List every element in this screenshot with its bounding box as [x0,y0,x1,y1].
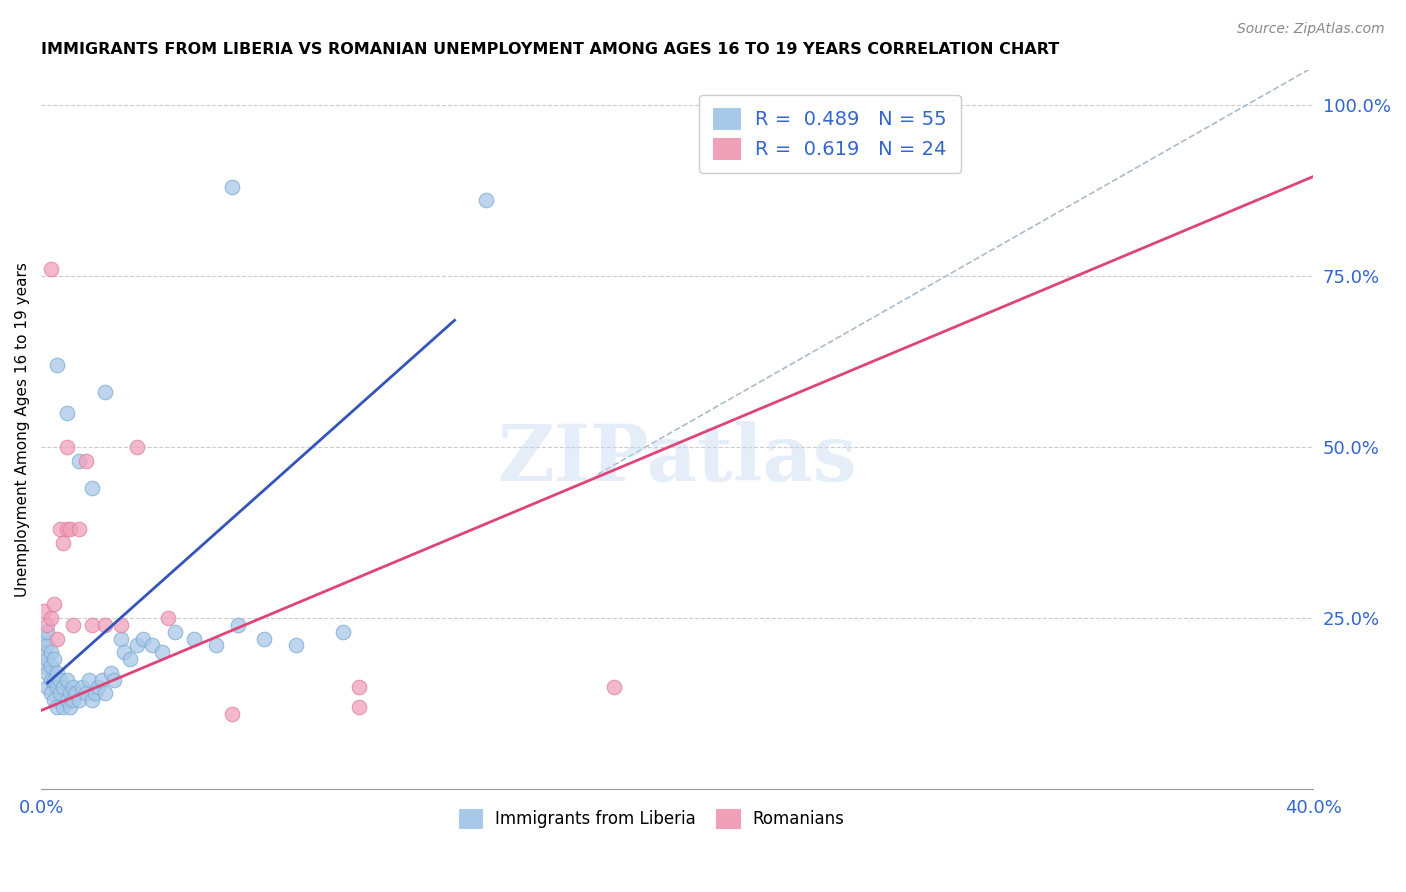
Point [39,659,62,673]
Point [110,632,132,646]
Point [93,618,115,632]
Point [59,522,82,536]
Point [183,632,205,646]
Point [125,639,148,653]
Point [62,618,84,632]
Point [93,686,115,700]
Point [37,652,59,666]
Point [42,693,65,707]
Point [46,665,69,680]
Point [72,680,94,694]
Point [87,680,110,694]
Text: IMMIGRANTS FROM LIBERIA VS ROMANIAN UNEMPLOYMENT AMONG AGES 16 TO 19 YEARS CORRE: IMMIGRANTS FROM LIBERIA VS ROMANIAN UNEM… [41,42,1059,57]
Point [347,680,370,694]
Point [205,639,228,653]
Point [67,522,90,536]
Point [67,693,90,707]
Point [120,652,142,666]
Text: Source: ZipAtlas.com: Source: ZipAtlas.com [1237,22,1385,37]
Point [141,639,163,653]
Point [46,632,69,646]
Point [49,673,72,687]
Point [42,673,65,687]
Point [163,624,186,639]
Point [93,385,115,400]
Point [132,632,155,646]
Point [221,706,243,721]
Point [59,686,82,700]
Point [34,645,56,659]
Point [62,680,84,694]
Point [84,686,107,700]
Point [921,97,943,112]
Point [42,652,65,666]
Point [62,693,84,707]
Point [34,659,56,673]
Point [37,680,59,694]
Point [150,645,173,659]
Point [52,680,75,694]
Point [65,686,87,700]
Point [52,535,75,549]
Point [157,611,180,625]
Point [49,522,72,536]
Point [34,604,56,618]
Point [42,598,65,612]
Point [37,665,59,680]
Point [80,618,103,632]
Point [37,618,59,632]
Point [75,453,97,467]
Point [112,645,135,659]
Legend: Immigrants from Liberia, Romanians: Immigrants from Liberia, Romanians [453,803,852,835]
Point [37,639,59,653]
Point [55,522,77,536]
Point [49,686,72,700]
Point [67,453,90,467]
Point [39,262,62,277]
Point [80,481,103,495]
Point [75,686,97,700]
Text: ZIPatlas: ZIPatlas [498,420,858,497]
Point [55,406,77,420]
Point [221,179,243,194]
Point [55,673,77,687]
Point [55,693,77,707]
Point [226,618,249,632]
Point [347,700,370,714]
Point [34,632,56,646]
Y-axis label: Unemployment Among Ages 16 to 19 years: Unemployment Among Ages 16 to 19 years [15,262,30,598]
Point [46,680,69,694]
Point [55,440,77,454]
Point [77,673,100,687]
Point [110,618,132,632]
Point [46,700,69,714]
Point [125,440,148,454]
Point [46,358,69,372]
Point [52,700,75,714]
Point [59,700,82,714]
Point [39,686,62,700]
Point [39,645,62,659]
Point [332,624,354,639]
Point [253,632,276,646]
Point [284,639,307,653]
Point [80,693,103,707]
Point [37,624,59,639]
Point [39,611,62,625]
Point [475,194,498,208]
Point [103,673,125,687]
Point [90,673,112,687]
Point [100,665,122,680]
Point [602,680,624,694]
Point [39,673,62,687]
